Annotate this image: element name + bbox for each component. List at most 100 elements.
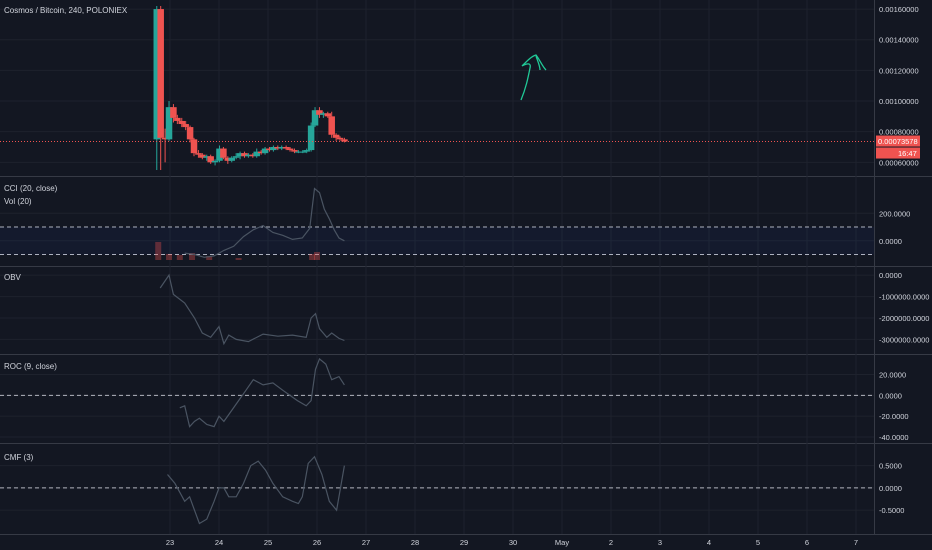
chart-title: Cosmos / Bitcoin, 240, POLONIEX bbox=[4, 6, 128, 15]
candle-body bbox=[186, 127, 194, 140]
cci-band-fill bbox=[0, 227, 874, 255]
volume-bar bbox=[189, 253, 196, 260]
y-tick-label: 0.0000 bbox=[879, 391, 902, 400]
candle-body bbox=[299, 151, 307, 153]
arrow-stroke bbox=[520, 54, 547, 101]
candle-body bbox=[295, 151, 302, 153]
price-badge-value: 0.00073578 bbox=[878, 137, 918, 146]
candle-body bbox=[282, 147, 290, 149]
y-tick-label: 0.00100000 bbox=[879, 97, 919, 106]
candle-body bbox=[332, 134, 340, 138]
candle-body bbox=[232, 156, 240, 158]
candle-body bbox=[245, 154, 252, 157]
candle-body bbox=[266, 148, 273, 151]
y-tick-label: 20.0000 bbox=[879, 371, 906, 380]
candle-body bbox=[316, 110, 323, 115]
candle-body bbox=[178, 120, 186, 125]
candle-body bbox=[174, 117, 181, 121]
candle-body bbox=[311, 110, 319, 126]
candle-body bbox=[216, 148, 223, 161]
x-tick-label: 7 bbox=[854, 538, 858, 547]
volume-bar bbox=[309, 254, 316, 260]
candle-body bbox=[236, 153, 244, 157]
candle-body bbox=[307, 125, 315, 151]
grid-lines bbox=[0, 0, 932, 535]
y-tick-label: -40.0000 bbox=[879, 433, 909, 442]
y-tick-label: 0.0000 bbox=[879, 484, 902, 493]
obv-label: OBV bbox=[4, 273, 22, 282]
candle-body bbox=[257, 151, 265, 154]
y-tick-label: 0.00160000 bbox=[879, 5, 919, 14]
candle-body bbox=[199, 154, 206, 158]
candle-body bbox=[203, 156, 210, 158]
x-tick-label: 2 bbox=[609, 538, 613, 547]
current-price-badge: 0.00073578 16:47 bbox=[876, 135, 920, 159]
candle-body bbox=[161, 137, 169, 140]
x-tick-label: 4 bbox=[707, 538, 711, 547]
hand-drawn-arrow[interactable] bbox=[520, 54, 547, 101]
cci-label: CCI (20, close) bbox=[4, 184, 58, 193]
y-tick-label: 0.00140000 bbox=[879, 36, 919, 45]
candle-body bbox=[170, 107, 177, 118]
volume-bar bbox=[176, 255, 183, 260]
obv-line bbox=[159, 273, 345, 346]
candle-body bbox=[224, 157, 232, 161]
candle-body bbox=[249, 154, 257, 157]
candle-body bbox=[341, 139, 348, 142]
x-tick-label: 27 bbox=[362, 538, 370, 547]
candle-body bbox=[336, 137, 344, 140]
y-tick-label: 0.00120000 bbox=[879, 66, 919, 75]
x-tick-label: 24 bbox=[215, 538, 223, 547]
candle-body bbox=[324, 113, 332, 117]
cmf-line bbox=[167, 455, 345, 525]
x-tick-label: 5 bbox=[756, 538, 760, 547]
candle-body bbox=[190, 139, 198, 154]
y-tick-label: 0.00080000 bbox=[879, 128, 919, 137]
volume-bar bbox=[235, 258, 242, 260]
candle-body bbox=[328, 116, 335, 135]
candle-body bbox=[253, 151, 260, 157]
candle-body bbox=[278, 147, 285, 149]
candle-body bbox=[291, 150, 298, 152]
candle-body bbox=[207, 156, 214, 163]
candle-body bbox=[165, 107, 173, 140]
x-tick-label: 29 bbox=[460, 538, 468, 547]
y-tick-label: 0.0000 bbox=[879, 237, 902, 246]
y-tick-label: -3000000.0000 bbox=[879, 335, 929, 344]
volume-bar bbox=[166, 254, 173, 260]
price-badge-countdown: 16:47 bbox=[898, 149, 917, 158]
y-tick-label: 200.0000 bbox=[879, 209, 910, 218]
candle-body bbox=[228, 157, 235, 161]
x-tick-label: 23 bbox=[166, 538, 174, 547]
candle-body bbox=[261, 148, 269, 154]
volume-bar bbox=[155, 242, 162, 260]
candle-body bbox=[286, 148, 294, 151]
candle-body bbox=[153, 9, 161, 140]
x-tick-label: 6 bbox=[805, 538, 809, 547]
x-tick-label: 26 bbox=[313, 538, 321, 547]
volume-bar bbox=[206, 256, 213, 260]
candle-body bbox=[303, 150, 310, 152]
panes: 0.00160000 0.00140000 0.00120000 0.00100000… bbox=[0, 5, 929, 547]
roc-line bbox=[179, 357, 345, 428]
cci-line bbox=[184, 187, 345, 258]
candle-body bbox=[195, 153, 202, 155]
candle-body bbox=[320, 113, 327, 115]
y-tick-label: -2000000.0000 bbox=[879, 314, 929, 323]
candle-body bbox=[182, 124, 189, 128]
y-tick-label: -20.0000 bbox=[879, 412, 909, 421]
x-tick-label: 3 bbox=[658, 538, 662, 547]
y-tick-label: -0.5000 bbox=[879, 506, 904, 515]
x-tick-label: 25 bbox=[264, 538, 272, 547]
x-tick-label: May bbox=[555, 538, 569, 547]
cmf-label: CMF (3) bbox=[4, 453, 34, 462]
x-tick-label: 28 bbox=[411, 538, 419, 547]
x-tick-label: 30 bbox=[509, 538, 517, 547]
candle-body bbox=[270, 147, 277, 151]
candle-body bbox=[274, 147, 282, 149]
candle-body bbox=[157, 9, 164, 138]
candle-body bbox=[211, 160, 219, 163]
y-tick-label: 0.00060000 bbox=[879, 158, 919, 167]
